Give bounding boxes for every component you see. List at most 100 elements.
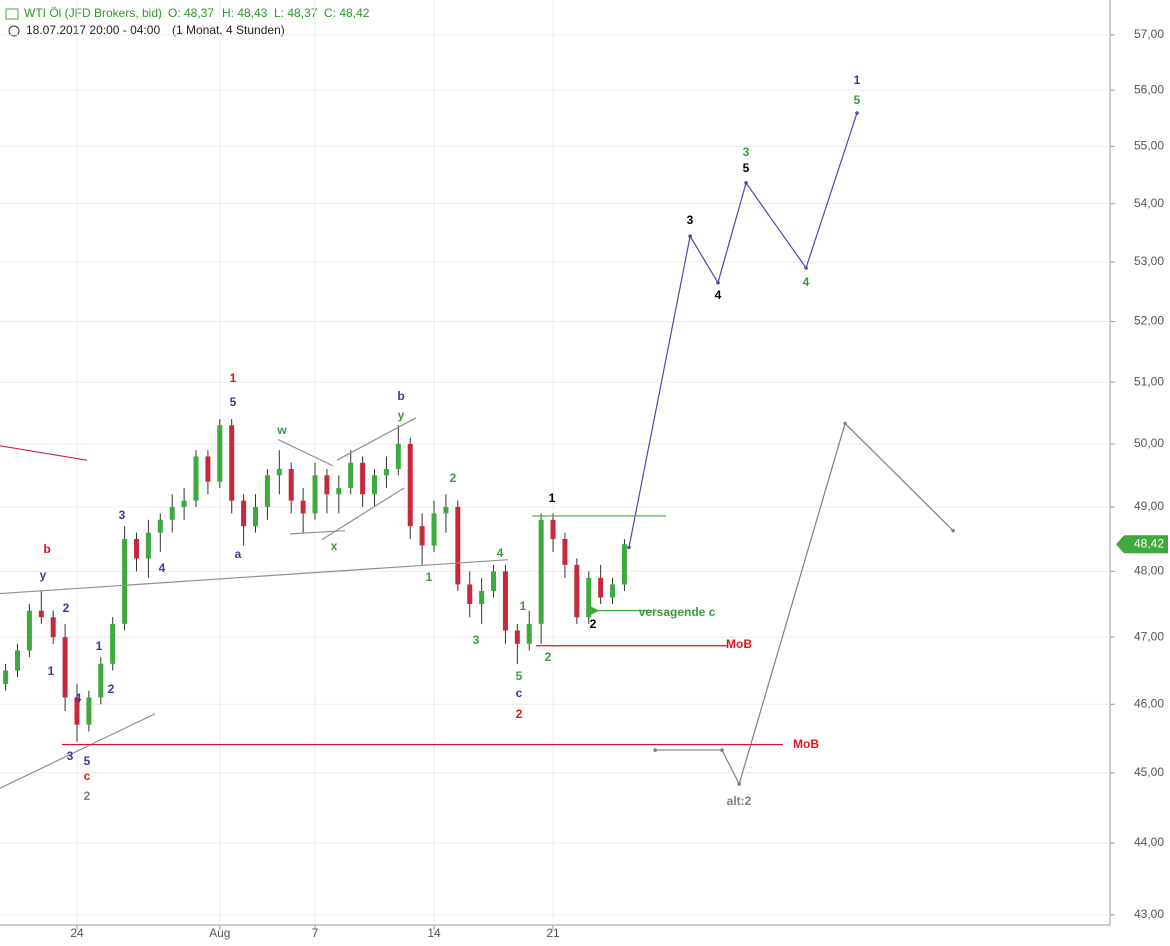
clock-icon: [8, 25, 20, 37]
candle-body: [348, 462, 354, 488]
line-vertex: [804, 266, 808, 270]
candle-body: [14, 650, 20, 671]
wave-label: 2: [84, 789, 91, 803]
candle-body: [467, 584, 473, 605]
candle-body: [253, 507, 259, 527]
ohlc-open: O: 48,37: [168, 6, 214, 20]
wave-label: 2: [590, 617, 597, 631]
ohlc-low: L: 48,37: [274, 6, 318, 20]
candle-body: [122, 539, 128, 624]
wave-label: 2: [63, 601, 70, 615]
wave-label: 4: [75, 691, 82, 705]
candle-body: [169, 507, 175, 520]
candle-body: [574, 564, 580, 618]
wave-label: 4: [159, 561, 166, 575]
y-tick-label: 51,00: [1134, 374, 1164, 388]
candle-body: [3, 670, 9, 684]
candle-body: [514, 630, 520, 644]
candle-body: [538, 519, 544, 624]
wave-label: y: [398, 408, 405, 422]
wave-label: b: [43, 542, 50, 556]
candle-body: [264, 475, 270, 508]
overlay-line: [0, 445, 88, 461]
line-vertex: [855, 111, 859, 115]
candle-body: [181, 500, 187, 508]
wave-label: 3: [119, 508, 126, 522]
line-vertex: [720, 748, 724, 752]
y-tick-label: 55,00: [1134, 139, 1164, 153]
line-vertex: [737, 782, 741, 786]
wave-label: 1: [854, 73, 861, 87]
ohlc-close: C: 48,42: [324, 6, 370, 20]
y-tick-label: 54,00: [1134, 196, 1164, 210]
last-price-label: 48,42: [1134, 536, 1164, 550]
y-tick-label: 45,00: [1134, 765, 1164, 779]
wave-label: 3: [743, 145, 750, 159]
wave-label: 4: [497, 546, 504, 560]
wave-label: 2: [450, 471, 457, 485]
candle-body: [419, 526, 425, 546]
overlay-line: [0, 559, 509, 595]
wave-label: 2: [545, 650, 552, 664]
wave-label: 1: [426, 570, 433, 584]
y-tick-label: 53,00: [1134, 254, 1164, 268]
wave-label: 3: [687, 213, 694, 227]
candle-body: [241, 500, 247, 527]
candle-body: [26, 610, 32, 651]
wave-label: 1: [549, 491, 556, 505]
candle-body: [562, 539, 568, 565]
candle-body: [38, 610, 44, 618]
candle-body: [621, 544, 627, 585]
candle-body: [157, 519, 163, 533]
candle-body: [110, 623, 116, 664]
y-tick-label: 48,00: [1134, 564, 1164, 578]
candle-body: [324, 475, 330, 495]
wave-label: y: [40, 568, 47, 582]
line-vertex: [688, 234, 692, 239]
wave-label: 4: [803, 275, 810, 289]
y-tick-label: 46,00: [1134, 696, 1164, 710]
wave-label: 2: [108, 682, 115, 696]
wave-label: 3: [67, 749, 74, 763]
y-tick-label: 49,00: [1134, 499, 1164, 513]
candle-body: [217, 425, 223, 482]
wave-label: a: [235, 547, 242, 561]
candle-body: [372, 475, 378, 495]
candle-body: [288, 469, 294, 501]
line-vertex: [843, 421, 847, 426]
wave-label: 5: [84, 754, 91, 768]
candle-body: [336, 487, 342, 495]
candle-body: [526, 623, 532, 644]
candle-body: [205, 456, 211, 482]
candle-body: [502, 571, 508, 631]
y-tick-label: 44,00: [1134, 835, 1164, 849]
last-price-box: [1116, 535, 1168, 554]
line-vertex: [627, 545, 631, 550]
wave-label: c: [516, 686, 523, 700]
x-tick-label: 21: [546, 926, 560, 940]
candle-body: [62, 637, 68, 698]
y-tick-label: 56,00: [1134, 82, 1164, 96]
y-tick-label: 52,00: [1134, 314, 1164, 328]
candle-body: [598, 577, 604, 598]
wave-label: 2: [516, 707, 523, 721]
candle-body: [395, 443, 401, 470]
candle-body: [312, 475, 318, 514]
overlay-line: [336, 417, 417, 461]
wave-label: 5: [230, 395, 237, 409]
wave-label: b: [397, 389, 404, 403]
wave-label: 5: [854, 93, 861, 107]
wave-label: c: [84, 769, 91, 783]
candle-body: [145, 532, 151, 559]
wave-label: alt:2: [727, 794, 752, 808]
candle-body: [383, 469, 389, 476]
x-tick-label: 14: [427, 926, 441, 940]
ohlc-high: H: 48,43: [222, 6, 268, 20]
candle-body: [586, 577, 592, 618]
wave-label: w: [276, 423, 287, 437]
overlay-line: [321, 487, 405, 541]
candle-body: [229, 425, 235, 501]
candle-body: [50, 617, 56, 638]
